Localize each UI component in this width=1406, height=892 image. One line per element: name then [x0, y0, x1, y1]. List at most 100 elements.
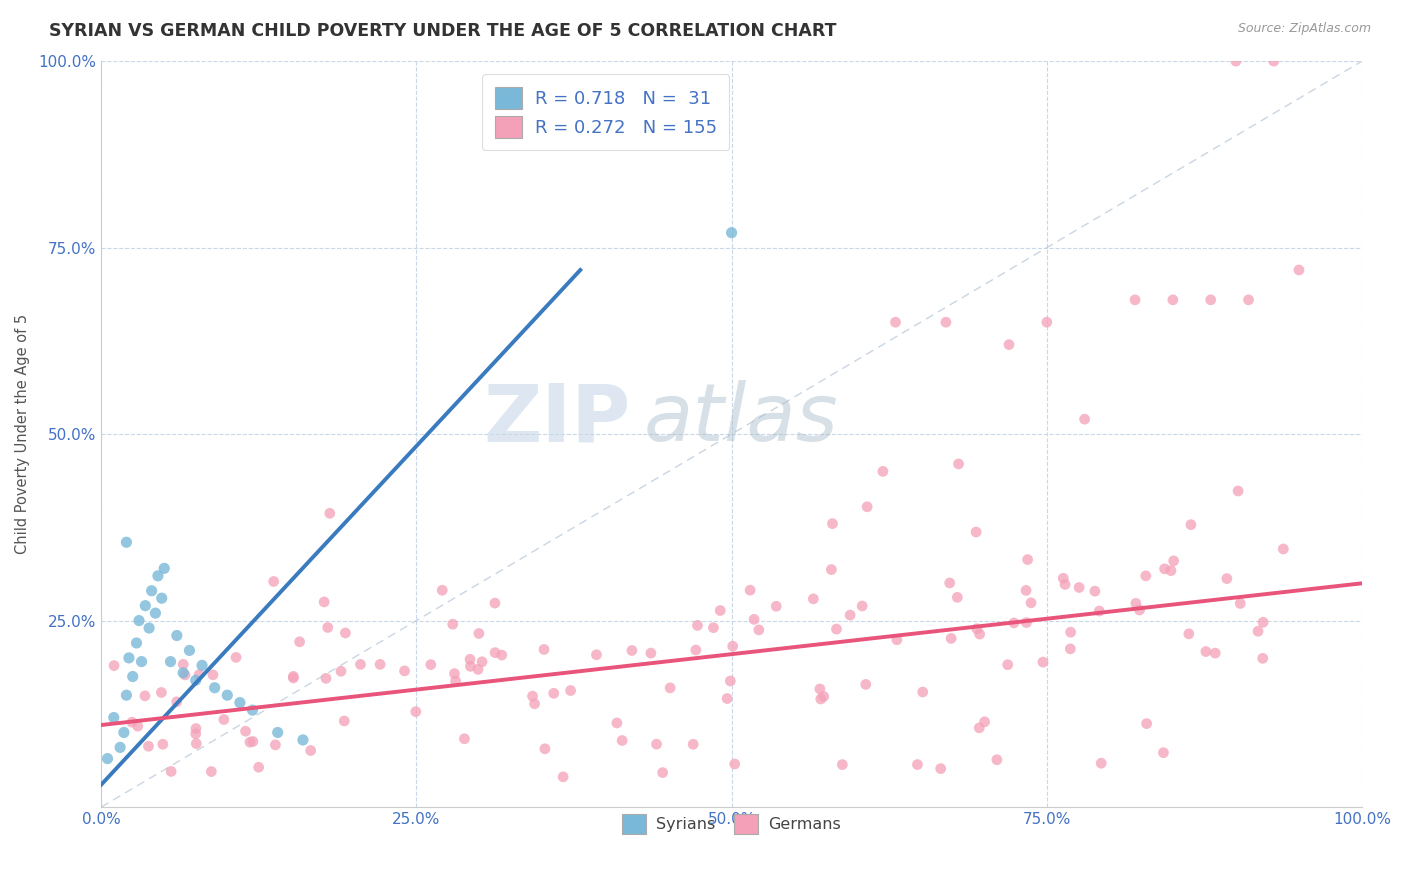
- Point: [939, 632, 962, 646]
- Point: [1160, 564, 1182, 578]
- Text: ZIP: ZIP: [484, 380, 631, 458]
- Point: [1229, 597, 1251, 611]
- Point: [523, 697, 546, 711]
- Point: [138, 621, 160, 635]
- Point: [686, 618, 709, 632]
- Point: [103, 658, 125, 673]
- Point: [188, 667, 211, 681]
- Point: [967, 721, 990, 735]
- Point: [973, 714, 995, 729]
- Point: [184, 722, 207, 736]
- Point: [150, 685, 173, 699]
- Point: [103, 710, 125, 724]
- Point: [1088, 604, 1111, 618]
- Point: [184, 673, 207, 688]
- Point: [1153, 562, 1175, 576]
- Point: [288, 635, 311, 649]
- Point: [1136, 716, 1159, 731]
- Point: [533, 642, 555, 657]
- Point: [748, 623, 770, 637]
- Point: [468, 626, 491, 640]
- Point: [935, 315, 957, 329]
- Point: [907, 757, 929, 772]
- Point: [839, 608, 862, 623]
- Point: [96, 751, 118, 765]
- Point: [659, 681, 682, 695]
- Point: [115, 688, 138, 702]
- Point: [174, 668, 197, 682]
- Point: [740, 583, 762, 598]
- Point: [267, 725, 290, 739]
- Point: [1002, 615, 1025, 630]
- Point: [333, 714, 356, 728]
- Point: [810, 692, 832, 706]
- Point: [235, 724, 257, 739]
- Point: [349, 657, 371, 672]
- Point: [1247, 624, 1270, 639]
- Point: [128, 614, 150, 628]
- Point: [1052, 571, 1074, 585]
- Point: [1152, 746, 1174, 760]
- Point: [491, 648, 513, 662]
- Point: [948, 457, 970, 471]
- Point: [150, 591, 173, 606]
- Point: [172, 665, 194, 680]
- Point: [1199, 293, 1222, 307]
- Text: atlas: atlas: [644, 380, 838, 458]
- Point: [1128, 603, 1150, 617]
- Point: [191, 658, 214, 673]
- Point: [264, 738, 287, 752]
- Point: [1288, 263, 1310, 277]
- Point: [872, 464, 894, 478]
- Point: [986, 753, 1008, 767]
- Point: [1073, 412, 1095, 426]
- Point: [1019, 596, 1042, 610]
- Point: [121, 715, 143, 730]
- Point: [131, 655, 153, 669]
- Point: [217, 688, 239, 702]
- Point: [152, 737, 174, 751]
- Point: [229, 696, 252, 710]
- Point: [127, 719, 149, 733]
- Point: [1263, 54, 1285, 69]
- Point: [159, 655, 181, 669]
- Point: [263, 574, 285, 589]
- Point: [1125, 596, 1147, 610]
- Point: [553, 770, 575, 784]
- Point: [467, 662, 489, 676]
- Point: [1059, 641, 1081, 656]
- Point: [283, 671, 305, 685]
- Point: [179, 643, 201, 657]
- Point: [115, 535, 138, 549]
- Point: [204, 681, 226, 695]
- Point: [335, 626, 357, 640]
- Point: [471, 655, 494, 669]
- Point: [522, 689, 544, 703]
- Point: [1017, 552, 1039, 566]
- Point: [911, 685, 934, 699]
- Point: [929, 762, 952, 776]
- Point: [884, 315, 907, 329]
- Point: [702, 621, 724, 635]
- Legend: Syrians, Germans: Syrians, Germans: [616, 808, 846, 840]
- Point: [1036, 315, 1059, 329]
- Point: [1015, 583, 1038, 598]
- Point: [1032, 655, 1054, 669]
- Point: [247, 760, 270, 774]
- Point: [724, 757, 747, 772]
- Point: [966, 622, 988, 636]
- Point: [1161, 293, 1184, 307]
- Point: [121, 669, 143, 683]
- Point: [813, 690, 835, 704]
- Point: [969, 627, 991, 641]
- Point: [606, 716, 628, 731]
- Point: [443, 666, 465, 681]
- Point: [946, 591, 969, 605]
- Point: [808, 681, 831, 696]
- Y-axis label: Child Poverty Under the Age of 5: Child Poverty Under the Age of 5: [15, 314, 30, 554]
- Point: [742, 612, 765, 626]
- Point: [145, 606, 167, 620]
- Point: [1216, 572, 1239, 586]
- Point: [1163, 554, 1185, 568]
- Point: [1204, 646, 1226, 660]
